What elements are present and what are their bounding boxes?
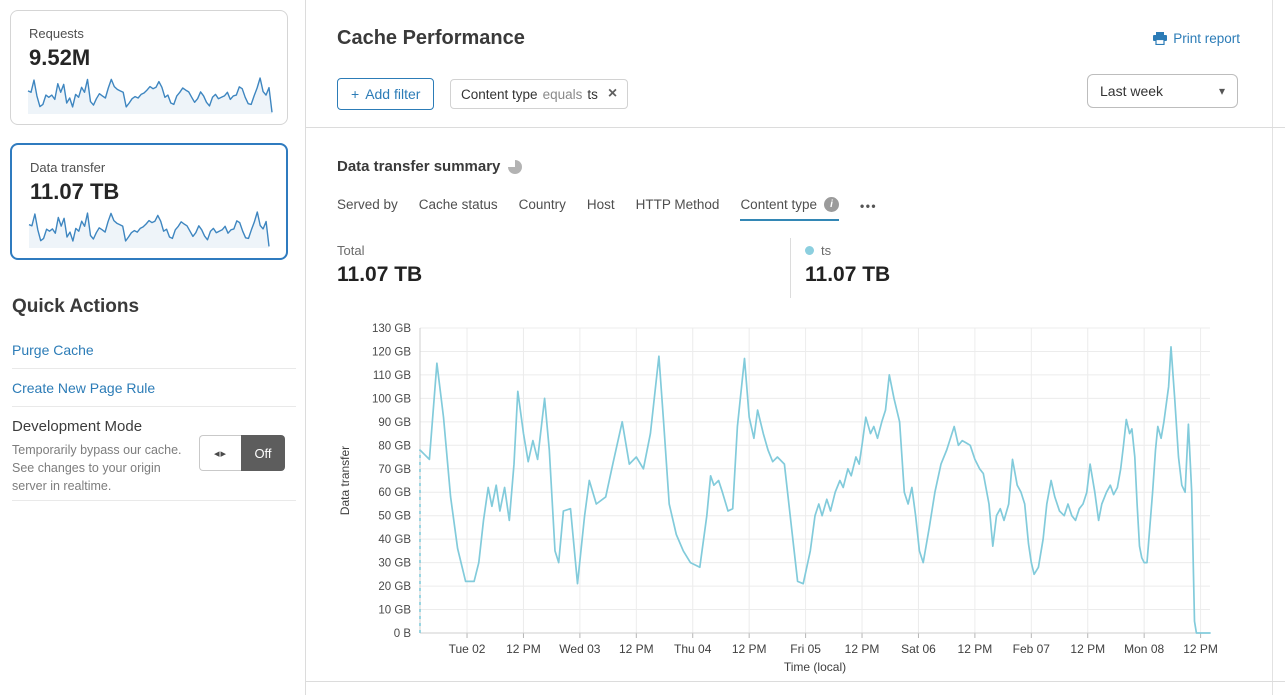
time-range-dropdown[interactable]: Last week ▾ bbox=[1087, 74, 1238, 108]
svg-text:Feb 07: Feb 07 bbox=[1013, 642, 1051, 656]
total-label: Total bbox=[337, 243, 365, 258]
more-tabs-icon[interactable]: ••• bbox=[860, 199, 878, 213]
svg-text:30 GB: 30 GB bbox=[378, 558, 411, 570]
svg-text:12 PM: 12 PM bbox=[845, 642, 880, 656]
tab-content-type[interactable]: Content type i bbox=[740, 197, 839, 221]
summary-title: Data transfer summary bbox=[337, 158, 501, 175]
sidebar: Requests 9.52M Data transfer 11.07 TB Qu… bbox=[0, 0, 305, 695]
info-icon[interactable]: i bbox=[824, 197, 839, 212]
svg-text:130 GB: 130 GB bbox=[372, 323, 411, 335]
tab-content-type-label: Content type bbox=[740, 197, 817, 212]
divider bbox=[12, 368, 296, 369]
svg-text:12 PM: 12 PM bbox=[506, 642, 541, 656]
timer-icon bbox=[508, 159, 523, 174]
tab-country[interactable]: Country bbox=[518, 197, 566, 212]
divider bbox=[305, 681, 1285, 682]
tab-http-method[interactable]: HTTP Method bbox=[635, 197, 720, 212]
svg-text:Tue 02: Tue 02 bbox=[449, 642, 486, 656]
data-transfer-card[interactable]: Data transfer 11.07 TB bbox=[10, 143, 288, 260]
page-title: Cache Performance bbox=[337, 27, 525, 49]
svg-text:20 GB: 20 GB bbox=[378, 581, 411, 593]
svg-text:Thu 04: Thu 04 bbox=[674, 642, 712, 656]
divider bbox=[12, 406, 296, 407]
filter-value: ts bbox=[587, 86, 598, 102]
svg-text:0 B: 0 B bbox=[394, 628, 412, 640]
svg-text:12 PM: 12 PM bbox=[1183, 642, 1218, 656]
svg-text:Mon 08: Mon 08 bbox=[1124, 642, 1164, 656]
development-mode-description: Temporarily bypass our cache. See change… bbox=[12, 443, 182, 494]
divider bbox=[12, 500, 296, 501]
scrollbar[interactable] bbox=[1272, 0, 1273, 695]
toggle-state-label: Off bbox=[241, 435, 285, 471]
ts-legend-dot-icon bbox=[805, 246, 814, 255]
requests-sparkline bbox=[27, 77, 273, 114]
data-transfer-sparkline bbox=[28, 211, 270, 248]
series-value: 11.07 TB bbox=[805, 263, 891, 286]
summary-title-row: Data transfer summary bbox=[337, 158, 523, 175]
series-label: ts bbox=[821, 243, 832, 258]
svg-text:60 GB: 60 GB bbox=[378, 487, 411, 499]
svg-text:120 GB: 120 GB bbox=[372, 346, 411, 358]
quick-actions-title: Quick Actions bbox=[12, 296, 140, 317]
divider bbox=[790, 238, 791, 298]
svg-text:12 PM: 12 PM bbox=[1070, 642, 1105, 656]
tab-cache-status[interactable]: Cache status bbox=[418, 197, 498, 212]
toggle-arrows-icon: ◂▸ bbox=[199, 435, 241, 471]
data-transfer-card-value: 11.07 TB bbox=[30, 179, 120, 204]
data-transfer-card-label: Data transfer bbox=[30, 160, 106, 175]
printer-icon bbox=[1153, 32, 1168, 45]
series-legend: ts bbox=[805, 243, 831, 258]
svg-text:10 GB: 10 GB bbox=[378, 605, 411, 617]
svg-text:40 GB: 40 GB bbox=[378, 534, 411, 546]
add-filter-label: Add filter bbox=[365, 86, 421, 102]
svg-text:Sat 06: Sat 06 bbox=[901, 642, 936, 656]
requests-card[interactable]: Requests 9.52M bbox=[10, 10, 288, 125]
data-transfer-chart[interactable]: 0 B 10 GB 20 GB 30 GB 40 GB 50 GB 60 GB 70 GB 80… bbox=[335, 318, 1245, 680]
requests-card-value: 9.52M bbox=[29, 45, 91, 70]
development-mode-toggle[interactable]: ◂▸ Off bbox=[199, 435, 285, 471]
svg-text:80 GB: 80 GB bbox=[378, 440, 411, 452]
svg-text:70 GB: 70 GB bbox=[378, 464, 411, 476]
print-report-label: Print report bbox=[1173, 31, 1240, 46]
svg-text:12 PM: 12 PM bbox=[732, 642, 767, 656]
svg-text:Wed 03: Wed 03 bbox=[559, 642, 600, 656]
svg-text:110 GB: 110 GB bbox=[373, 370, 411, 382]
plus-icon: + bbox=[351, 86, 360, 102]
print-report-button[interactable]: Print report bbox=[1153, 31, 1240, 46]
chevron-down-icon: ▾ bbox=[1218, 84, 1225, 98]
filter-operator: equals bbox=[542, 86, 583, 102]
filter-chip-content-type[interactable]: Content type equals ts × bbox=[450, 79, 629, 109]
development-mode-title: Development Mode bbox=[12, 418, 143, 435]
tab-host[interactable]: Host bbox=[586, 197, 615, 212]
svg-text:Time (local): Time (local) bbox=[784, 660, 846, 674]
svg-text:Fri 05: Fri 05 bbox=[790, 642, 821, 656]
tab-served-by[interactable]: Served by bbox=[337, 197, 398, 212]
svg-text:100 GB: 100 GB bbox=[372, 393, 411, 405]
svg-text:12 PM: 12 PM bbox=[958, 642, 993, 656]
time-range-value: Last week bbox=[1100, 83, 1164, 99]
filter-field: Content type bbox=[461, 86, 538, 102]
add-filter-button[interactable]: + Add filter bbox=[337, 78, 435, 110]
remove-filter-icon[interactable]: × bbox=[607, 85, 618, 102]
svg-text:50 GB: 50 GB bbox=[378, 511, 411, 523]
svg-text:90 GB: 90 GB bbox=[378, 417, 411, 429]
summary-tabs: Served by Cache status Country Host HTTP… bbox=[337, 197, 877, 221]
main-panel: Cache Performance Print report + Add fil… bbox=[305, 0, 1285, 695]
svg-text:12 PM: 12 PM bbox=[619, 642, 654, 656]
create-page-rule-link[interactable]: Create New Page Rule bbox=[12, 380, 156, 396]
sidebar-divider bbox=[305, 0, 306, 695]
total-value: 11.07 TB bbox=[337, 263, 423, 286]
divider bbox=[305, 127, 1285, 128]
purge-cache-link[interactable]: Purge Cache bbox=[12, 342, 94, 358]
requests-card-label: Requests bbox=[29, 26, 84, 41]
svg-text:Data transfer: Data transfer bbox=[338, 446, 352, 515]
